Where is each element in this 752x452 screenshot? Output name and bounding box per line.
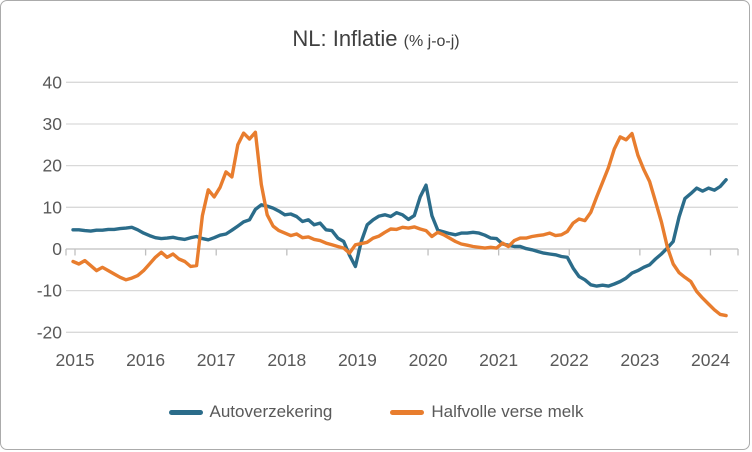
chart-title: NL: Inflatie (% j-o-j) [0, 26, 752, 52]
x-tick-label-2024: 2024 [691, 350, 730, 370]
x-axis-labels: 2015 2016 2017 2018 2019 2020 2021 2022 2023 2024 [56, 350, 731, 370]
y-tick-label-40: 40 [43, 72, 63, 92]
series-line-halfvolle-verse-melk [71, 130, 728, 318]
y-tick-label--10: -10 [37, 281, 63, 301]
legend: Autoverzekering Halfvolle verse melk [0, 402, 752, 422]
x-tick-label-2016: 2016 [126, 350, 165, 370]
axis-ticks [65, 248, 739, 256]
gridlines [66, 81, 738, 333]
legend-swatch-orange-icon [390, 409, 425, 415]
x-tick-label-2018: 2018 [267, 350, 306, 370]
y-tick-label-30: 30 [43, 114, 63, 134]
y-tick-label-20: 20 [43, 156, 63, 176]
series-line-autoverzekering [71, 178, 728, 288]
y-tick-label-10: 10 [43, 197, 63, 217]
legend-label-autoverzekering: Autoverzekering [209, 402, 333, 421]
series-lines [71, 130, 728, 318]
x-tick-label-2021: 2021 [479, 350, 518, 370]
x-tick-label-2020: 2020 [409, 350, 448, 370]
y-axis-labels: 40 30 20 10 0 -10 -20 [37, 72, 63, 342]
y-tick-label--20: -20 [37, 322, 63, 342]
legend-item-halfvolle-verse-melk: Halfvolle verse melk [390, 402, 583, 422]
x-tick-label-2023: 2023 [620, 350, 659, 370]
x-tick-label-2017: 2017 [197, 350, 236, 370]
y-tick-label-0: 0 [52, 239, 62, 259]
legend-swatch-blue-icon [168, 409, 203, 415]
chart-title-main: NL: Inflatie [292, 26, 404, 51]
x-tick-label-2019: 2019 [338, 350, 377, 370]
chart-title-suffix: (% j-o-j) [403, 33, 460, 50]
legend-item-autoverzekering: Autoverzekering [168, 402, 333, 422]
x-tick-label-2022: 2022 [550, 350, 589, 370]
legend-label-halfvolle-verse-melk: Halfvolle verse melk [431, 402, 584, 421]
x-tick-label-2015: 2015 [56, 350, 95, 370]
